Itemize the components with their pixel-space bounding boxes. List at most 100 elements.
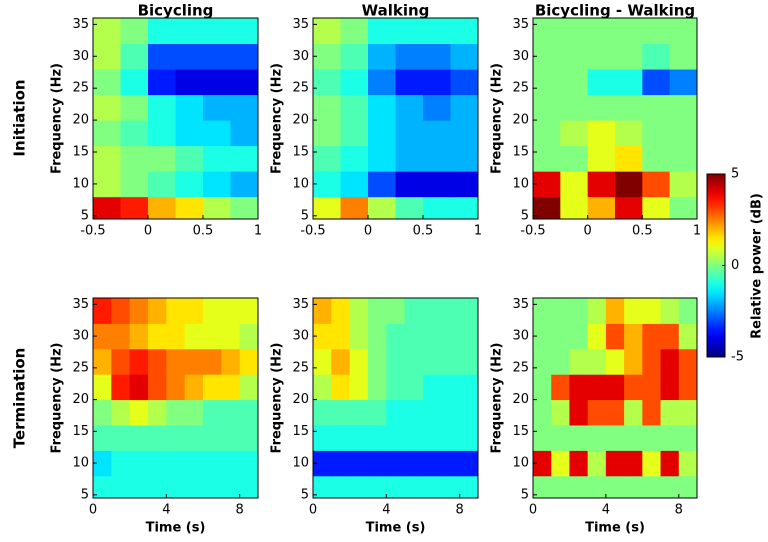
heatmap-cell <box>111 450 131 477</box>
heatmap-cell <box>203 424 222 451</box>
heatmap-cell <box>203 348 222 375</box>
heatmap-cell <box>184 475 204 498</box>
heatmap-cell <box>230 94 258 121</box>
y-tick-label: 10 <box>72 456 89 471</box>
heatmap-cell <box>203 374 222 401</box>
heatmap-cell <box>404 450 424 477</box>
heatmap-cell <box>203 196 231 219</box>
heatmap-cell <box>239 450 258 477</box>
heatmap-cell <box>441 298 461 324</box>
heatmap-cell <box>93 43 121 70</box>
heatmap-cell <box>560 18 589 45</box>
heatmap-cell <box>587 18 616 45</box>
heatmap-cell <box>615 171 643 198</box>
heatmap-cell <box>120 43 149 70</box>
heatmap-cell <box>349 323 369 350</box>
heatmap-cell <box>587 323 607 350</box>
heatmap-cell <box>368 450 387 477</box>
heatmap-cell <box>148 171 176 198</box>
heatmap-cell <box>148 145 176 172</box>
heatmap-cell <box>368 94 396 121</box>
heatmap-cell <box>560 120 589 147</box>
heatmap-cell <box>203 323 222 350</box>
heatmap-cell <box>533 450 552 477</box>
heatmap-cell <box>642 94 671 121</box>
heatmap-cell <box>569 399 589 426</box>
y-axis-label: Frequency (Hz) <box>50 63 65 174</box>
heatmap-cell <box>450 171 478 198</box>
heatmap-cell <box>660 298 680 324</box>
y-axis-label: Frequency (Hz) <box>50 343 65 454</box>
heatmap-cell <box>386 323 406 350</box>
x-tick-label: 8 <box>236 503 244 518</box>
heatmap-cell <box>221 399 241 426</box>
heatmap-cell <box>459 298 478 324</box>
heatmap <box>533 18 697 219</box>
heatmap-cell <box>386 298 406 324</box>
row-label: Termination <box>11 348 29 449</box>
heatmap-cell <box>605 450 625 477</box>
heatmap-cell <box>313 43 341 70</box>
heatmap-cell <box>368 120 396 147</box>
heatmap-cell <box>569 424 589 451</box>
heatmap-cell <box>93 69 121 96</box>
heatmap-cell <box>569 323 589 350</box>
heatmap-cell <box>368 171 396 198</box>
heatmap-cell <box>239 374 258 401</box>
heatmap-cell <box>569 374 589 401</box>
y-tick-label: 5 <box>81 487 89 502</box>
heatmap-cell <box>313 424 332 451</box>
x-tick-label: 4 <box>382 503 390 518</box>
heatmap-cell <box>203 69 231 96</box>
y-tick-label: 25 <box>512 81 529 96</box>
heatmap-cell <box>669 43 697 70</box>
y-tick-label: 10 <box>72 176 89 191</box>
heatmap-cell <box>166 348 186 375</box>
heatmap-cell <box>642 424 662 451</box>
heatmap-cell <box>129 348 149 375</box>
heatmap-cell <box>184 298 204 324</box>
heatmap-cell <box>203 120 231 147</box>
x-tick-label: 0 <box>529 503 537 518</box>
y-tick-label: 35 <box>72 297 89 312</box>
heatmap-cell <box>587 298 607 324</box>
heatmap-cell <box>368 399 387 426</box>
heatmap-cell <box>459 374 478 401</box>
heatmap-cell <box>349 450 369 477</box>
heatmap-cell <box>450 145 478 172</box>
x-tick-label: 1 <box>254 224 262 239</box>
heatmap-cell <box>587 399 607 426</box>
heatmap-cell <box>175 69 204 96</box>
heatmap-cell <box>441 323 461 350</box>
heatmap-cell <box>203 298 222 324</box>
heatmap-cell <box>221 424 241 451</box>
heatmap-cell <box>331 323 351 350</box>
y-tick-label: 25 <box>72 360 89 375</box>
heatmap-cell <box>221 374 241 401</box>
heatmap-cell <box>175 171 204 198</box>
heatmap-cell <box>533 69 561 96</box>
heatmap-cell <box>551 374 570 401</box>
heatmap-cell <box>239 323 258 350</box>
heatmap-cell <box>587 69 616 96</box>
heatmap-cell <box>404 298 424 324</box>
heatmap-cell <box>660 399 680 426</box>
heatmap-cell <box>624 348 643 375</box>
heatmap-cell <box>678 374 697 401</box>
heatmap-cell <box>533 475 552 498</box>
heatmap-cell <box>148 399 167 426</box>
y-tick-label: 35 <box>292 17 309 32</box>
heatmap-cell <box>560 69 589 96</box>
heatmap-cell <box>560 171 589 198</box>
heatmap-cell <box>605 424 625 451</box>
heatmap-cell <box>184 323 204 350</box>
heatmap-cell <box>605 298 625 324</box>
y-tick-label: 10 <box>512 176 529 191</box>
heatmap-cell <box>560 43 589 70</box>
heatmap-cell <box>175 145 204 172</box>
heatmap-cell <box>166 450 186 477</box>
heatmap-cell <box>678 298 697 324</box>
y-tick-label: 20 <box>292 392 309 407</box>
heatmap-cell <box>313 298 332 324</box>
heatmap-cell <box>148 450 167 477</box>
